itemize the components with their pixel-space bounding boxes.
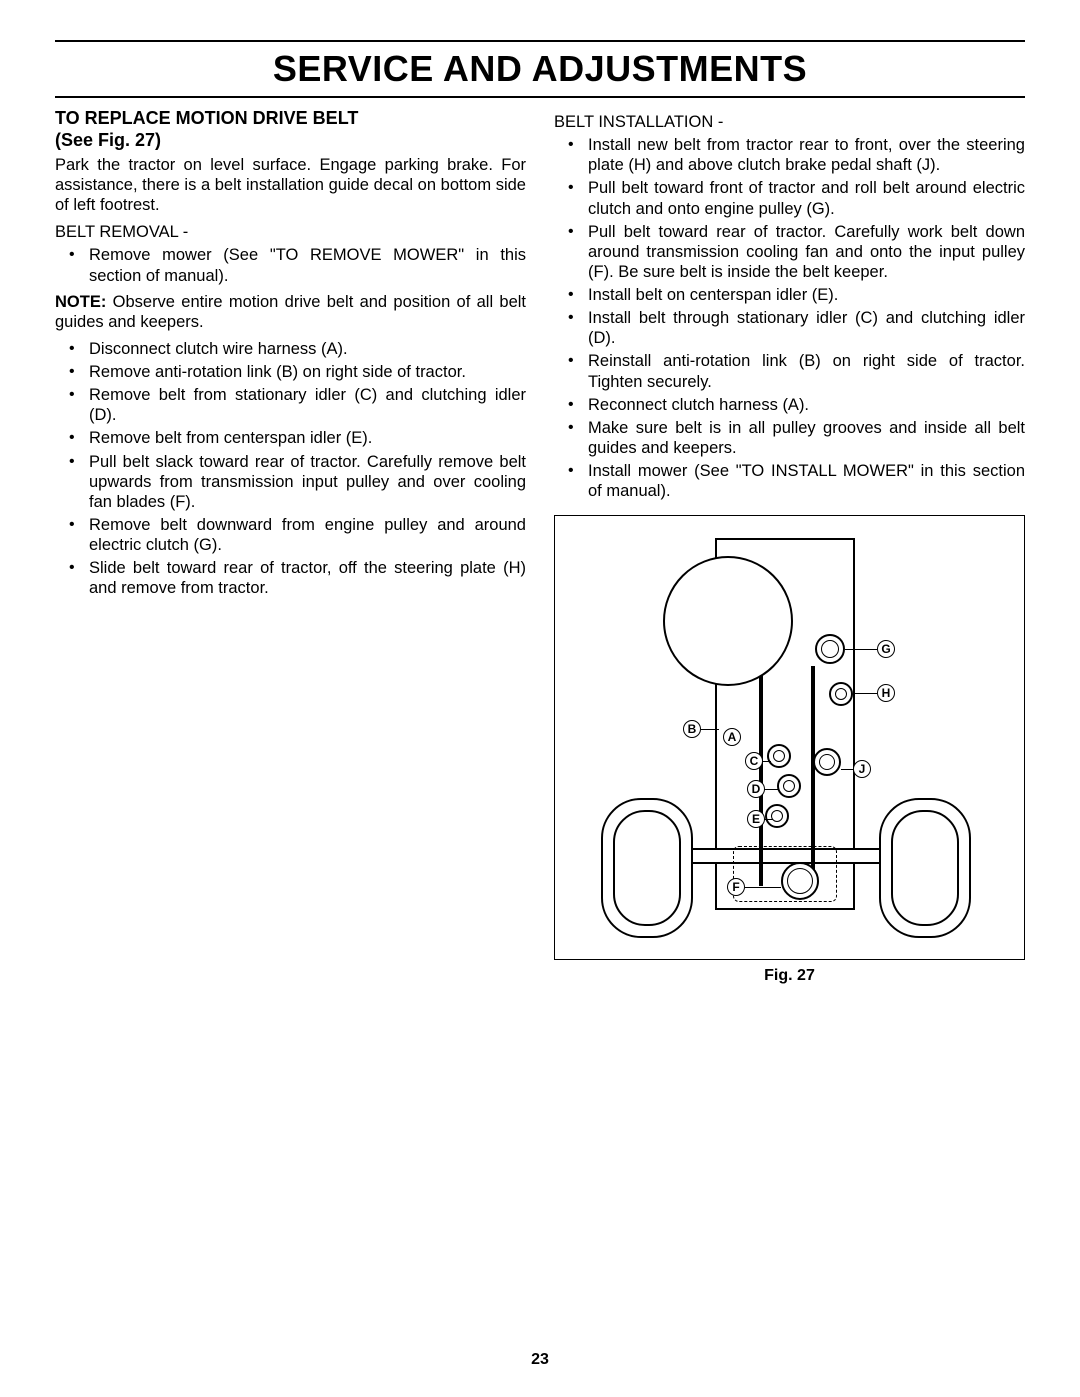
- leader-line: [845, 649, 877, 650]
- removal-list-a: Remove mower (See "TO REMOVE MOWER" in t…: [55, 245, 526, 285]
- right-column: BELT INSTALLATION - Install new belt fro…: [554, 108, 1025, 986]
- list-item: Slide belt toward rear of tractor, off t…: [55, 558, 526, 598]
- intro-paragraph: Park the tractor on level surface. Engag…: [55, 155, 526, 215]
- heading-line-1: TO REPLACE MOTION DRIVE BELT: [55, 108, 358, 128]
- heading-line-2: (See Fig. 27): [55, 130, 161, 150]
- list-item: Install mower (See "TO INSTALL MOWER" in…: [554, 461, 1025, 501]
- left-column: TO REPLACE MOTION DRIVE BELT (See Fig. 2…: [55, 108, 526, 986]
- belt-line: [759, 666, 763, 886]
- page-title: SERVICE AND ADJUSTMENTS: [55, 44, 1025, 96]
- leader-line: [701, 729, 719, 730]
- install-list: Install new belt from tractor rear to fr…: [554, 135, 1025, 501]
- removal-list-b: Disconnect clutch wire harness (A). Remo…: [55, 339, 526, 599]
- wheel-left: [601, 798, 693, 938]
- list-item: Reconnect clutch harness (A).: [554, 395, 1025, 415]
- detail-circle: [663, 556, 793, 686]
- list-item: Remove mower (See "TO REMOVE MOWER" in t…: [55, 245, 526, 285]
- list-item: Remove belt from centerspan idler (E).: [55, 428, 526, 448]
- belt-removal-heading: BELT REMOVAL -: [55, 222, 526, 242]
- content-columns: TO REPLACE MOTION DRIVE BELT (See Fig. 2…: [55, 108, 1025, 986]
- list-item: Pull belt toward front of tractor and ro…: [554, 178, 1025, 218]
- belt-install-heading: BELT INSTALLATION -: [554, 112, 1025, 132]
- callout-label-j: J: [853, 760, 871, 778]
- list-item: Install belt on centerspan idler (E).: [554, 285, 1025, 305]
- wheel-right: [879, 798, 971, 938]
- list-item: Disconnect clutch wire harness (A).: [55, 339, 526, 359]
- belt-line: [811, 666, 815, 886]
- figure-box: ABCDEFGHJ: [554, 515, 1025, 960]
- list-item: Reinstall anti-rotation link (B) on righ…: [554, 351, 1025, 391]
- list-item: Pull belt toward rear of tractor. Carefu…: [554, 222, 1025, 282]
- callout-label-g: G: [877, 640, 895, 658]
- figure-caption: Fig. 27: [554, 966, 1025, 986]
- list-item: Remove belt from stationary idler (C) an…: [55, 385, 526, 425]
- list-item: Remove anti-rotation link (B) on right s…: [55, 362, 526, 382]
- leader-line: [853, 693, 877, 694]
- leader-line: [745, 887, 781, 888]
- note-label: NOTE:: [55, 293, 106, 311]
- note-text: Observe entire motion drive belt and pos…: [55, 293, 526, 331]
- bottom-rule: [55, 96, 1025, 98]
- section-heading: TO REPLACE MOTION DRIVE BELT (See Fig. 2…: [55, 108, 526, 152]
- list-item: Make sure belt is in all pulley grooves …: [554, 418, 1025, 458]
- belt-diagram: ABCDEFGHJ: [555, 516, 1024, 959]
- list-item: Remove belt downward from engine pulley …: [55, 515, 526, 555]
- leader-line: [763, 789, 779, 790]
- page-number: 23: [0, 1351, 1080, 1369]
- callout-label-h: H: [877, 684, 895, 702]
- note-paragraph: NOTE: Observe entire motion drive belt a…: [55, 292, 526, 332]
- list-item: Pull belt slack toward rear of tractor. …: [55, 452, 526, 512]
- list-item: Install new belt from tractor rear to fr…: [554, 135, 1025, 175]
- top-rule: [55, 40, 1025, 42]
- list-item: Install belt through stationary idler (C…: [554, 308, 1025, 348]
- callout-label-b: B: [683, 720, 701, 738]
- pulley-f: [781, 862, 819, 900]
